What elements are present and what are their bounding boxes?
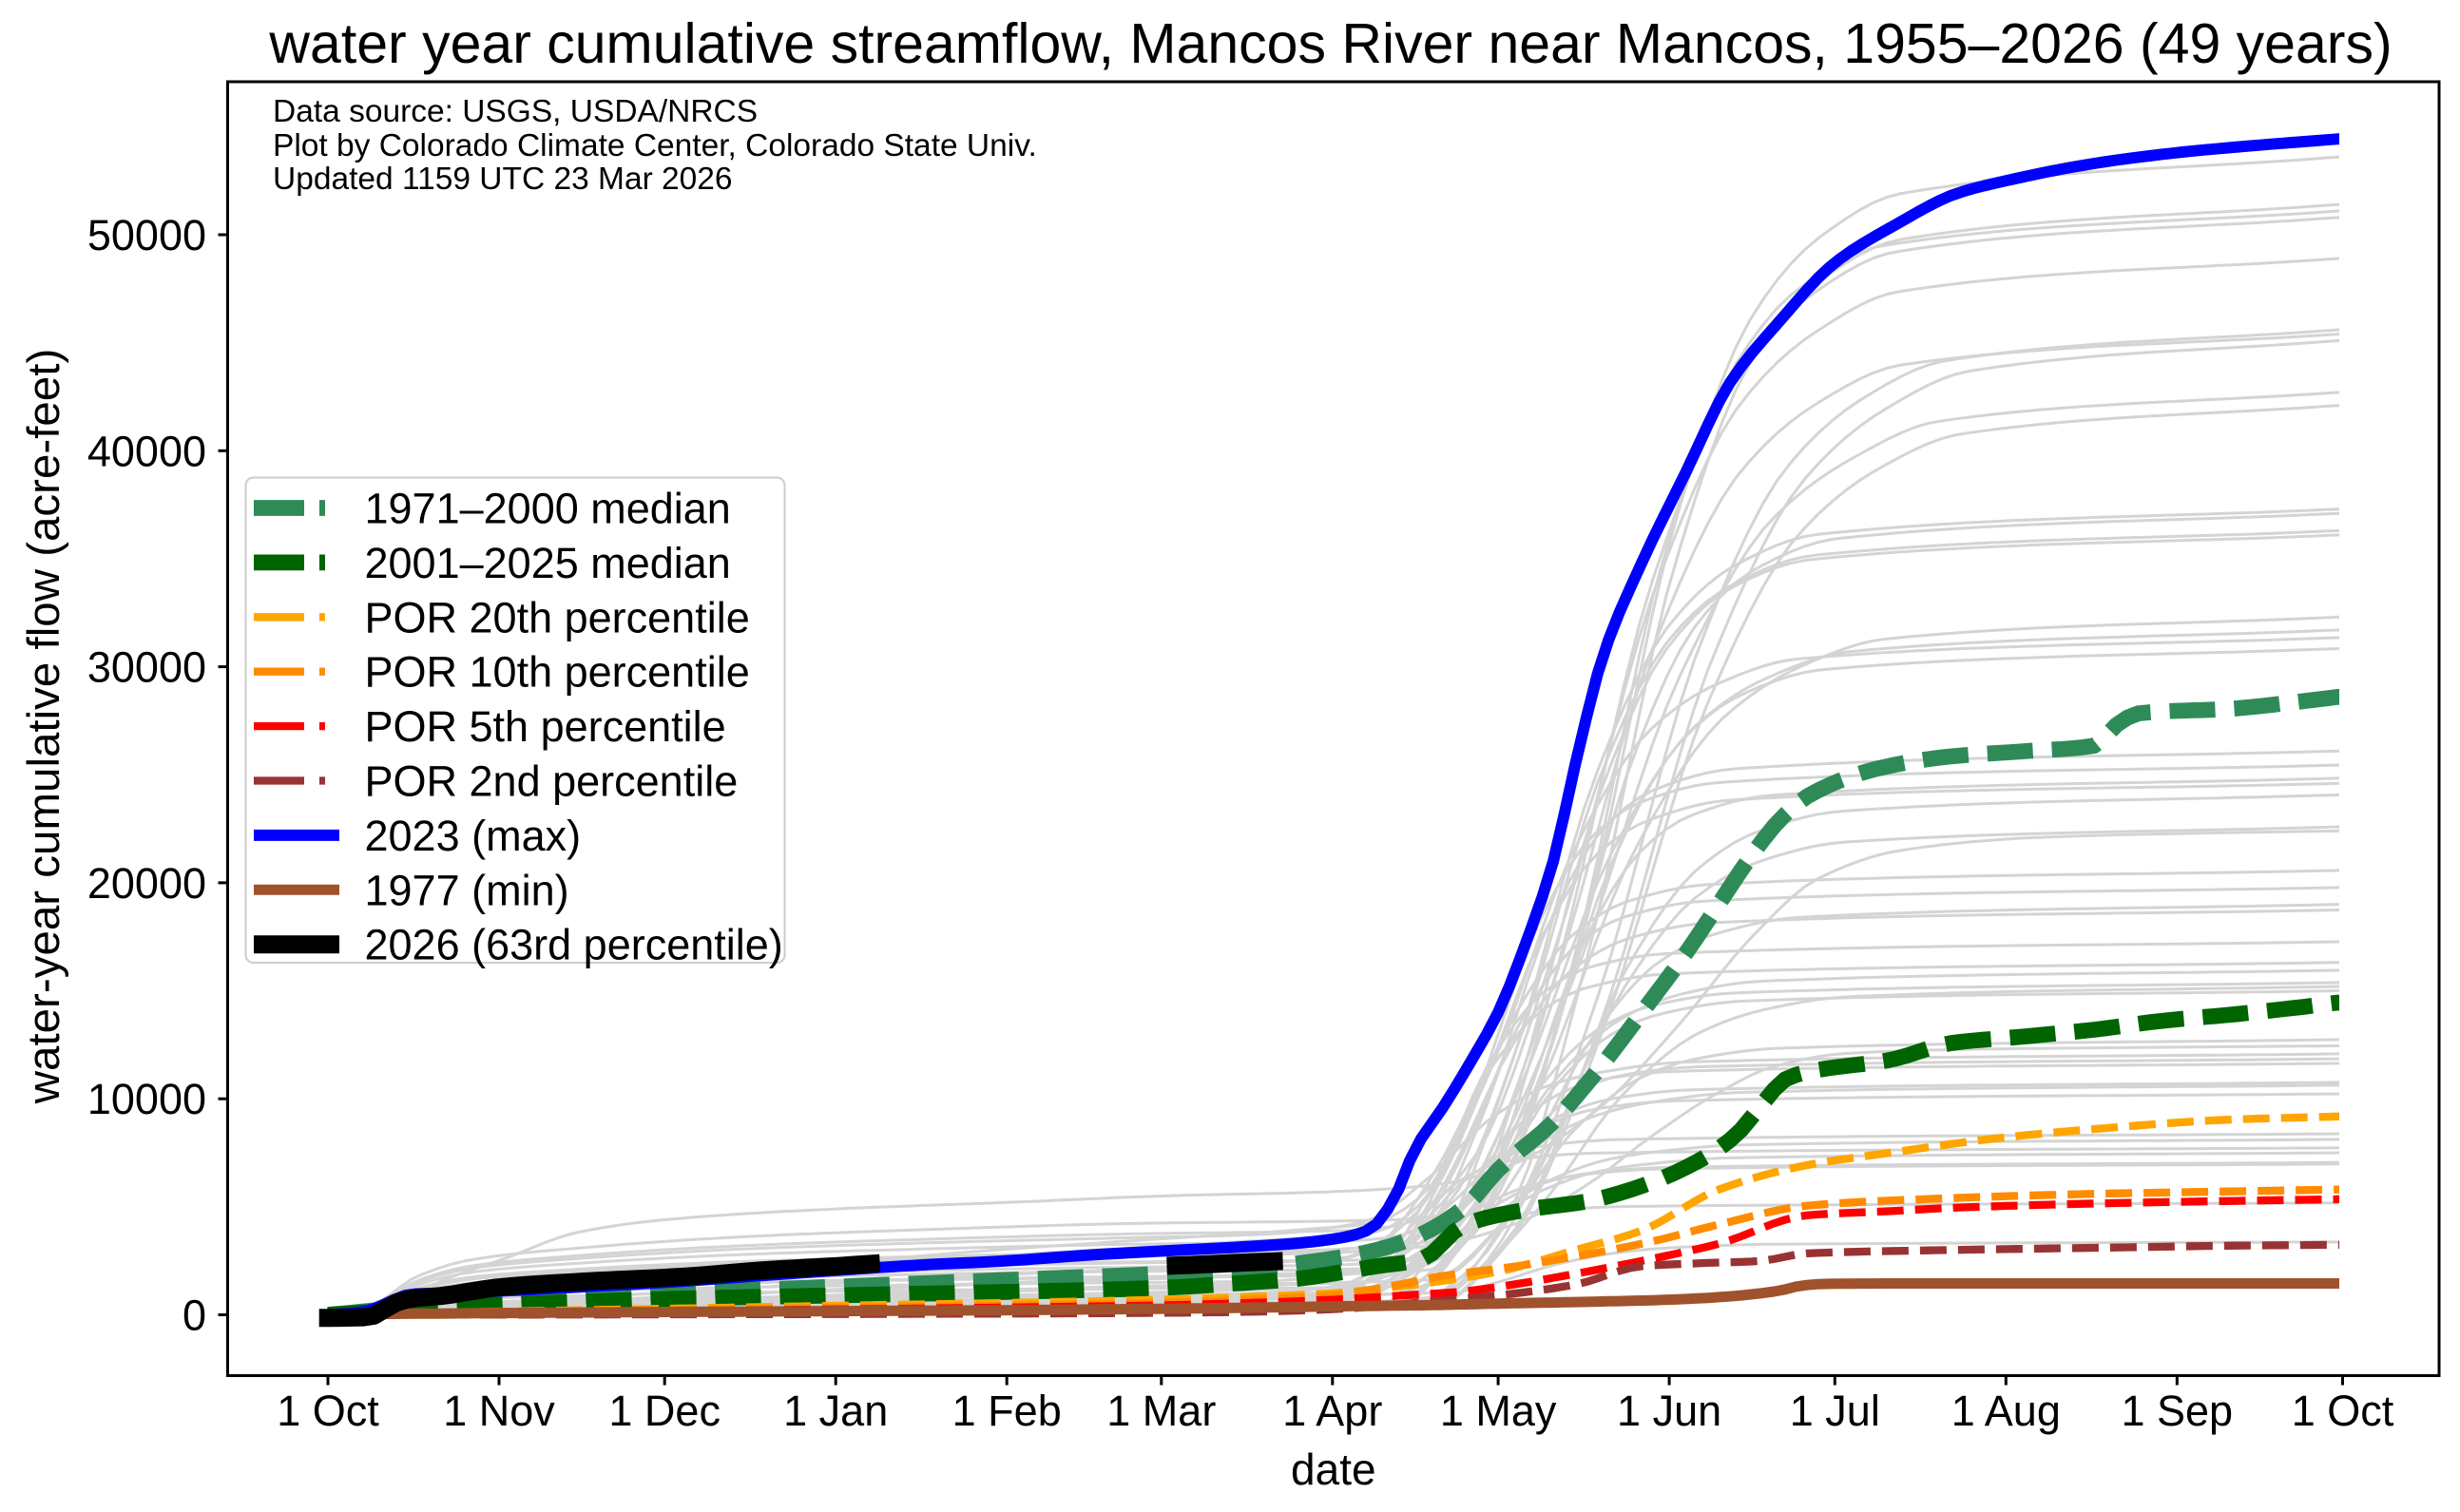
svg-text:Data source: USGS, USDA/NRCS: Data source: USGS, USDA/NRCS — [273, 94, 758, 129]
svg-text:2023 (max): 2023 (max) — [365, 812, 582, 860]
svg-text:POR 20th percentile: POR 20th percentile — [365, 593, 750, 641]
svg-text:50000: 50000 — [87, 211, 206, 259]
svg-text:Plot by Colorado Climate Cente: Plot by Colorado Climate Center, Colorad… — [273, 128, 1037, 163]
svg-text:1 Jul: 1 Jul — [1790, 1387, 1880, 1435]
svg-text:1 Jan: 1 Jan — [783, 1387, 888, 1435]
svg-text:1 Nov: 1 Nov — [443, 1387, 555, 1435]
svg-text:1 Jun: 1 Jun — [1617, 1387, 1721, 1435]
svg-text:1 Sep: 1 Sep — [2121, 1387, 2233, 1435]
svg-text:1 Feb: 1 Feb — [952, 1387, 1062, 1435]
svg-text:1 Mar: 1 Mar — [1106, 1387, 1216, 1435]
svg-text:date: date — [1291, 1445, 1376, 1494]
svg-text:20000: 20000 — [87, 859, 206, 908]
svg-text:1 May: 1 May — [1440, 1387, 1557, 1435]
svg-text:30000: 30000 — [87, 643, 206, 692]
svg-text:2001–2025 median: 2001–2025 median — [365, 539, 731, 587]
svg-text:2026 (63rd percentile): 2026 (63rd percentile) — [365, 921, 783, 969]
svg-text:water year cumulative streamfl: water year cumulative streamflow, Mancos… — [268, 12, 2392, 75]
svg-text:1 Oct: 1 Oct — [2292, 1387, 2394, 1435]
svg-text:1 Apr: 1 Apr — [1282, 1387, 1382, 1435]
svg-text:1 Dec: 1 Dec — [608, 1387, 721, 1435]
svg-text:10000: 10000 — [87, 1075, 206, 1123]
svg-text:1 Aug: 1 Aug — [1951, 1387, 2061, 1435]
svg-text:0: 0 — [183, 1292, 206, 1340]
svg-text:water-year cumulative flow (ac: water-year cumulative flow (acre-feet) — [19, 349, 69, 1105]
svg-text:1 Oct: 1 Oct — [277, 1387, 379, 1435]
svg-text:POR 10th percentile: POR 10th percentile — [365, 648, 750, 697]
svg-text:POR 2nd percentile: POR 2nd percentile — [365, 757, 739, 806]
svg-text:Updated 1159 UTC 23 Mar 2026: Updated 1159 UTC 23 Mar 2026 — [273, 162, 733, 197]
svg-text:40000: 40000 — [87, 427, 206, 475]
svg-text:POR 5th percentile: POR 5th percentile — [365, 702, 726, 751]
svg-text:1971–2000 median: 1971–2000 median — [365, 485, 731, 533]
svg-text:1977 (min): 1977 (min) — [365, 866, 569, 914]
